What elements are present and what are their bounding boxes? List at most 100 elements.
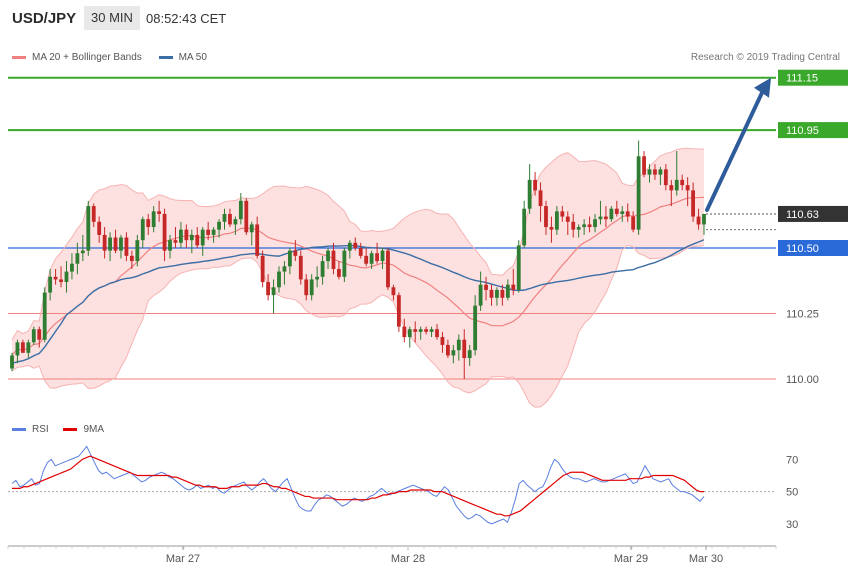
candle-body bbox=[680, 179, 685, 186]
candle-body bbox=[331, 250, 336, 269]
candle bbox=[337, 261, 341, 280]
candle bbox=[364, 248, 369, 267]
candle bbox=[522, 200, 527, 248]
candle bbox=[119, 234, 123, 259]
rsi-tick-label: 70 bbox=[786, 454, 798, 466]
candle bbox=[59, 266, 63, 288]
candle bbox=[418, 326, 423, 340]
candle bbox=[642, 151, 646, 178]
candle-body bbox=[576, 227, 581, 230]
candle-body bbox=[522, 208, 527, 246]
candle bbox=[86, 200, 91, 256]
candle bbox=[124, 232, 129, 262]
time-axis: Mar 27 Mar 28 Mar 29 Mar 30 bbox=[7, 545, 777, 565]
clock-label: 08:52:43 CET bbox=[146, 11, 227, 26]
candle-body bbox=[298, 255, 303, 280]
candle-body bbox=[435, 329, 439, 338]
candle-body bbox=[20, 342, 25, 353]
candle-body bbox=[26, 342, 31, 353]
candle bbox=[206, 221, 211, 241]
candle-body bbox=[511, 284, 516, 290]
candle bbox=[271, 279, 276, 314]
candle-body bbox=[653, 169, 657, 175]
candle-body bbox=[516, 245, 521, 290]
candle-body bbox=[287, 250, 292, 267]
candle bbox=[396, 292, 401, 332]
candle-body bbox=[598, 216, 603, 220]
price-tag-110.63 bbox=[778, 205, 848, 222]
candle-body bbox=[277, 271, 281, 288]
candle bbox=[298, 250, 303, 285]
rsi-tick-label: 30 bbox=[786, 519, 798, 531]
candle bbox=[342, 248, 347, 283]
candle bbox=[326, 248, 330, 269]
candle bbox=[538, 182, 543, 222]
candle-body bbox=[593, 219, 597, 228]
candle-body bbox=[108, 237, 112, 251]
candle bbox=[685, 177, 690, 207]
candle-body bbox=[162, 213, 167, 251]
candle bbox=[162, 208, 167, 262]
candle-body bbox=[614, 208, 619, 214]
candle-body bbox=[478, 284, 483, 306]
candle-body bbox=[309, 279, 314, 296]
candle bbox=[31, 326, 36, 345]
candle-body bbox=[456, 339, 461, 351]
legend-ma50: MA 50 bbox=[158, 52, 207, 63]
candle bbox=[516, 240, 521, 293]
candle-body bbox=[636, 156, 641, 230]
rsi-tick-label: 50 bbox=[786, 487, 798, 499]
candle-body bbox=[91, 206, 96, 222]
candle-body bbox=[42, 292, 47, 340]
candle-body bbox=[369, 253, 374, 264]
candle-body bbox=[702, 213, 706, 225]
candle bbox=[445, 339, 450, 359]
candle bbox=[108, 232, 112, 262]
candle-body bbox=[10, 355, 14, 369]
candle-body bbox=[386, 250, 390, 288]
candle bbox=[680, 174, 685, 191]
candle bbox=[407, 326, 412, 348]
candle bbox=[375, 242, 379, 264]
candle-body bbox=[53, 276, 58, 280]
candle-body bbox=[358, 248, 363, 256]
candle-body bbox=[696, 216, 701, 225]
candle-body bbox=[396, 295, 401, 327]
candle-body bbox=[233, 219, 238, 225]
candle-body bbox=[429, 329, 434, 332]
candle bbox=[347, 240, 352, 259]
candle bbox=[614, 200, 619, 217]
candle bbox=[565, 211, 570, 235]
candle bbox=[189, 229, 194, 254]
candle-body bbox=[184, 229, 189, 241]
candle-body bbox=[102, 234, 107, 251]
candle-body bbox=[462, 339, 467, 359]
timeframe-button[interactable]: 30 MIN bbox=[84, 6, 140, 30]
candle bbox=[48, 268, 53, 301]
candle bbox=[582, 219, 587, 235]
candle bbox=[168, 234, 172, 259]
candle-body bbox=[642, 156, 646, 175]
candle-body bbox=[527, 179, 532, 209]
candle-body bbox=[554, 211, 559, 230]
candle-body bbox=[424, 329, 429, 332]
price-legend: MA 20 + Bollinger Bands MA 50 bbox=[12, 52, 221, 63]
rsi-line bbox=[11, 445, 705, 525]
candle-body bbox=[260, 255, 265, 283]
candle bbox=[70, 253, 74, 280]
candle-body bbox=[168, 240, 172, 251]
candle bbox=[135, 234, 140, 267]
target-arrow bbox=[705, 77, 771, 212]
candle bbox=[10, 352, 14, 372]
candle-body bbox=[560, 211, 565, 217]
candle bbox=[691, 182, 696, 222]
candle-body bbox=[418, 329, 423, 332]
candle bbox=[233, 216, 238, 235]
candle bbox=[184, 224, 189, 248]
price-tag-110.95 bbox=[778, 122, 848, 139]
candle bbox=[386, 248, 390, 290]
candle-body bbox=[674, 179, 679, 191]
candle bbox=[151, 206, 156, 233]
candle bbox=[249, 221, 254, 246]
